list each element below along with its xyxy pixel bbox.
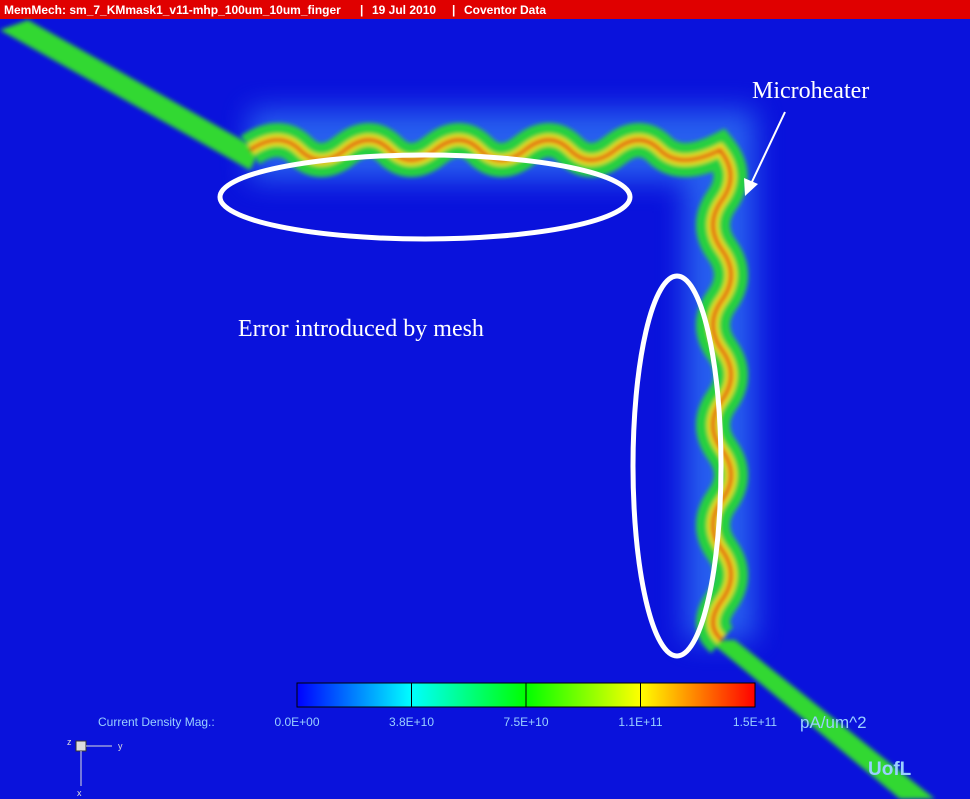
logo: UofL (868, 759, 912, 780)
triad-label: z (67, 737, 72, 747)
legend-label: Current Density Mag.: (98, 715, 215, 729)
legend-unit: pA/um^2 (800, 713, 867, 732)
color-bar-tick-label: 1.1E+11 (618, 715, 662, 729)
title-source: Coventor Data (464, 3, 546, 17)
annotation-label: Error introduced by mesh (238, 316, 484, 342)
color-bar-tick-label: 1.5E+11 (733, 715, 777, 729)
title-date: 19 Jul 2010 (372, 3, 436, 17)
color-bar-tick-label: 7.5E+10 (503, 715, 548, 729)
triad-label: y (118, 741, 123, 751)
annotation-label: Microheater (752, 78, 869, 104)
title-separator: | (452, 3, 455, 17)
color-bar-tick-label: 3.8E+10 (389, 715, 434, 729)
triad-label: x (77, 788, 82, 798)
title-separator: | (360, 3, 363, 17)
color-bar-tick-label: 0.0E+00 (274, 715, 319, 729)
title-text: MemMech: sm_7_KMmask1_v11-mhp_100um_10um… (4, 3, 341, 17)
simulation-view: MemMech: sm_7_KMmask1_v11-mhp_100um_10um… (0, 0, 970, 799)
